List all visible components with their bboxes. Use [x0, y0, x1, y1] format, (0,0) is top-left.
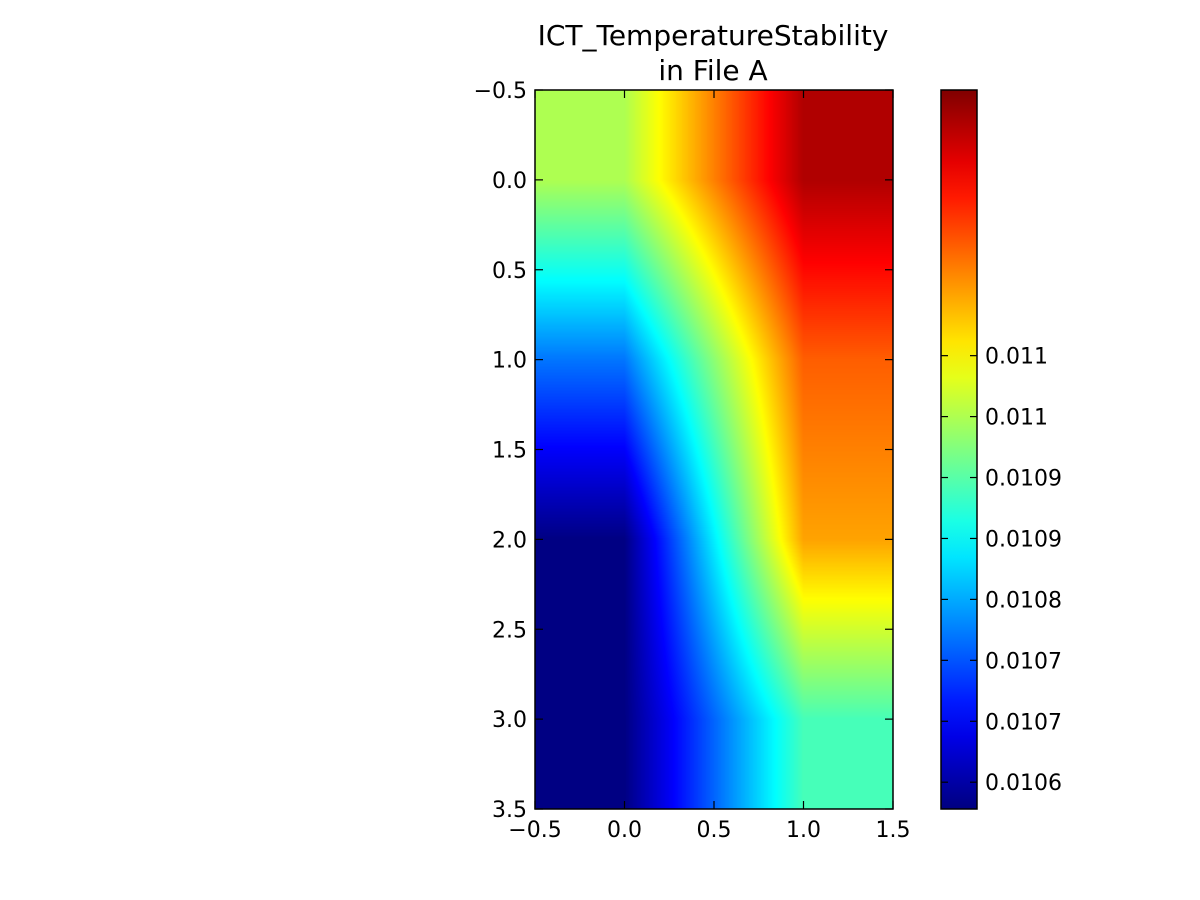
colorbar-tick-label: 0.0109 [985, 527, 1062, 552]
colorbar-tick-label: 0.0107 [985, 649, 1062, 674]
y-tick-label: 2.0 [492, 528, 527, 553]
colorbar-gradient [940, 89, 978, 810]
x-tick-label: 0.0 [607, 818, 642, 843]
y-tick-label: 1.0 [492, 349, 527, 374]
x-tick-label: −0.5 [508, 818, 561, 843]
x-axis: −0.5 0.0 0.5 1.0 1.5 [508, 90, 911, 843]
colorbar-tick-label: 0.011 [985, 345, 1048, 370]
colorbar-tick-label: 0.0109 [985, 467, 1062, 492]
y-axis: −0.5 0.0 0.5 1.0 1.5 2.0 2.5 3.0 3.5 [474, 79, 893, 823]
x-tick-label: 1.5 [876, 818, 911, 843]
colorbar-tick-label: 0.0106 [985, 771, 1062, 796]
y-tick-label: 2.5 [492, 618, 527, 643]
y-tick-label: 3.0 [492, 708, 527, 733]
colorbar-tick-label: 0.011 [985, 406, 1048, 431]
heatmap-image [535, 90, 893, 809]
y-tick-label: 3.5 [492, 798, 527, 823]
colorbar-tick-label: 0.0108 [985, 588, 1062, 613]
colorbar-tick-label: 0.0107 [985, 710, 1062, 735]
y-tick-label: 1.5 [492, 439, 527, 464]
y-tick-label: 0.5 [492, 259, 527, 284]
chart-title-line2: in File A [658, 54, 767, 87]
plot-area [534, 89, 894, 810]
y-tick-label: 0.0 [492, 169, 527, 194]
y-tick-label: −0.5 [474, 79, 527, 104]
colorbar: 0.0106 0.0107 0.0107 0.0108 0.0109 0.0109 0.01… [940, 89, 1062, 810]
chart-title-line1: ICT_TemperatureStability [538, 19, 889, 52]
x-tick-label: 1.0 [786, 818, 821, 843]
x-tick-label: 0.5 [697, 818, 732, 843]
